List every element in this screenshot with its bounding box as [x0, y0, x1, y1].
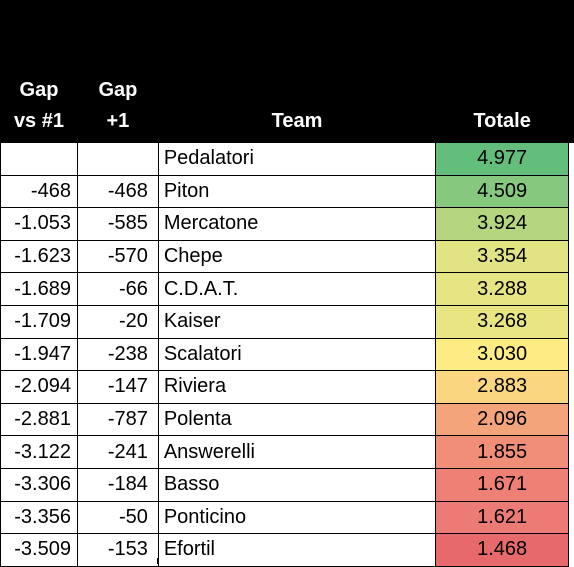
- cell-gap-vs-first[interactable]: -1.709: [0, 304, 78, 339]
- header-gap-plus-one[interactable]: Gap +1: [76, 0, 159, 143]
- cell-gap-vs-first[interactable]: -3.306: [0, 467, 78, 502]
- cell-gap-plus-one[interactable]: -20: [76, 304, 159, 339]
- cell-gap-plus-one[interactable]: -153: [76, 533, 159, 567]
- cell-total[interactable]: 3.354: [435, 239, 569, 274]
- cell-team[interactable]: Scalatori: [157, 337, 437, 372]
- cell-total[interactable]: 3.288: [435, 272, 569, 306]
- cell-team[interactable]: Mercatone: [157, 207, 437, 241]
- cell-total[interactable]: 3.030: [435, 337, 569, 372]
- cell-total[interactable]: 3.268: [435, 304, 569, 339]
- cell-gap-plus-one[interactable]: -66: [76, 272, 159, 306]
- table-row: -1.053 -585 Mercatone 3.924: [0, 207, 574, 241]
- cell-team[interactable]: Piton: [157, 174, 437, 209]
- table-row: -3.509 -153 Efortil 1.468: [0, 533, 574, 567]
- cell-gap-vs-first[interactable]: -2.881: [0, 402, 78, 437]
- cell-gap-vs-first[interactable]: -1.623: [0, 239, 78, 274]
- cell-gap-plus-one[interactable]: -184: [76, 467, 159, 502]
- table-row: -468 -468 Piton 4.509: [0, 174, 574, 209]
- cell-gap-vs-first[interactable]: -1.947: [0, 337, 78, 372]
- cell-total[interactable]: 3.924: [435, 207, 569, 241]
- cell-gap-vs-first[interactable]: [0, 142, 78, 176]
- cell-gap-plus-one[interactable]: -468: [76, 174, 159, 209]
- cell-gap-vs-first[interactable]: -3.356: [0, 500, 78, 535]
- table-row: -1.623 -570 Chepe 3.354: [0, 239, 574, 274]
- cell-gap-vs-first[interactable]: -468: [0, 174, 78, 209]
- cell-edge[interactable]: [568, 533, 574, 567]
- cell-team[interactable]: Chepe: [157, 239, 437, 274]
- header-team[interactable]: Team: [157, 0, 437, 143]
- cell-team[interactable]: C.D.A.T.: [157, 272, 437, 306]
- cell-edge[interactable]: [568, 501, 574, 534]
- cell-gap-plus-one[interactable]: -238: [76, 337, 159, 372]
- cell-gap-vs-first[interactable]: -3.122: [0, 435, 78, 469]
- cell-edge[interactable]: [568, 272, 574, 306]
- cell-total[interactable]: 4.977: [435, 142, 569, 176]
- cell-edge[interactable]: [568, 142, 574, 176]
- table-row: -1.689 -66 C.D.A.T. 3.288: [0, 272, 574, 306]
- cell-total[interactable]: 2.883: [435, 370, 569, 404]
- cell-team[interactable]: Riviera: [157, 370, 437, 404]
- grid-continuation: [0, 558, 574, 564]
- table-row: -3.122 -241 Answerelli 1.855: [0, 435, 574, 469]
- cell-total[interactable]: 1.671: [435, 467, 569, 502]
- cell-gap-vs-first[interactable]: -3.509: [0, 533, 78, 567]
- table-body: Pedalatori 4.977 -468 -468 Piton 4.509 -1.053-…: [0, 142, 574, 567]
- grid-line: [0, 558, 1, 564]
- cell-edge[interactable]: [568, 338, 574, 371]
- table-row: -1.709 -20 Kaiser 3.268: [0, 304, 574, 339]
- cell-team[interactable]: Basso: [157, 467, 437, 502]
- cell-gap-plus-one[interactable]: -787: [76, 402, 159, 437]
- cell-gap-plus-one[interactable]: -570: [76, 239, 159, 274]
- table-row: -2.881 -787 Polenta 2.096: [0, 402, 574, 437]
- cell-gap-plus-one[interactable]: -147: [76, 370, 159, 404]
- header-row: Gap vs #1 Gap +1 Team Totale: [0, 0, 574, 143]
- table-row: -2.094 -147 Riviera 2.883: [0, 370, 574, 404]
- cell-gap-plus-one[interactable]: -241: [76, 435, 159, 469]
- cell-team[interactable]: Pedalatori: [157, 142, 437, 176]
- table-row: -3.306 -184 Basso 1.671: [0, 467, 574, 502]
- cell-total[interactable]: 4.509: [435, 174, 569, 209]
- cell-gap-vs-first[interactable]: -2.094: [0, 370, 78, 404]
- cell-gap-vs-first[interactable]: -1.053: [0, 207, 78, 241]
- cell-gap-vs-first[interactable]: -1.689: [0, 272, 78, 306]
- cell-team[interactable]: Polenta: [157, 402, 437, 437]
- cell-edge[interactable]: [568, 435, 574, 469]
- cell-gap-plus-one[interactable]: -50: [76, 500, 159, 535]
- cell-total[interactable]: 1.621: [435, 500, 569, 535]
- grid-line: [157, 558, 158, 564]
- header-total[interactable]: Totale: [435, 0, 569, 143]
- cell-team[interactable]: Ponticino: [157, 500, 437, 535]
- cell-edge[interactable]: [568, 175, 574, 208]
- cell-total[interactable]: 2.096: [435, 402, 569, 437]
- header-edge-cell[interactable]: [568, 0, 574, 143]
- cell-total[interactable]: 1.855: [435, 435, 569, 469]
- table-row: Pedalatori 4.977: [0, 142, 574, 176]
- table-row: -1.947 -238 Scalatori 3.030: [0, 337, 574, 372]
- cell-team[interactable]: Answerelli: [157, 435, 437, 469]
- cell-gap-plus-one[interactable]: -585: [76, 207, 159, 241]
- cell-edge[interactable]: [568, 370, 574, 404]
- cell-edge[interactable]: [568, 403, 574, 436]
- cell-gap-plus-one[interactable]: [76, 142, 159, 176]
- header-gap-vs-first[interactable]: Gap vs #1: [0, 0, 78, 143]
- cell-team[interactable]: Kaiser: [157, 304, 437, 339]
- cell-edge[interactable]: [568, 240, 574, 273]
- cell-edge[interactable]: [568, 207, 574, 241]
- cell-edge[interactable]: [568, 468, 574, 502]
- cell-edge[interactable]: [568, 305, 574, 339]
- table-row: -3.356 -50 Ponticino 1.621: [0, 500, 574, 535]
